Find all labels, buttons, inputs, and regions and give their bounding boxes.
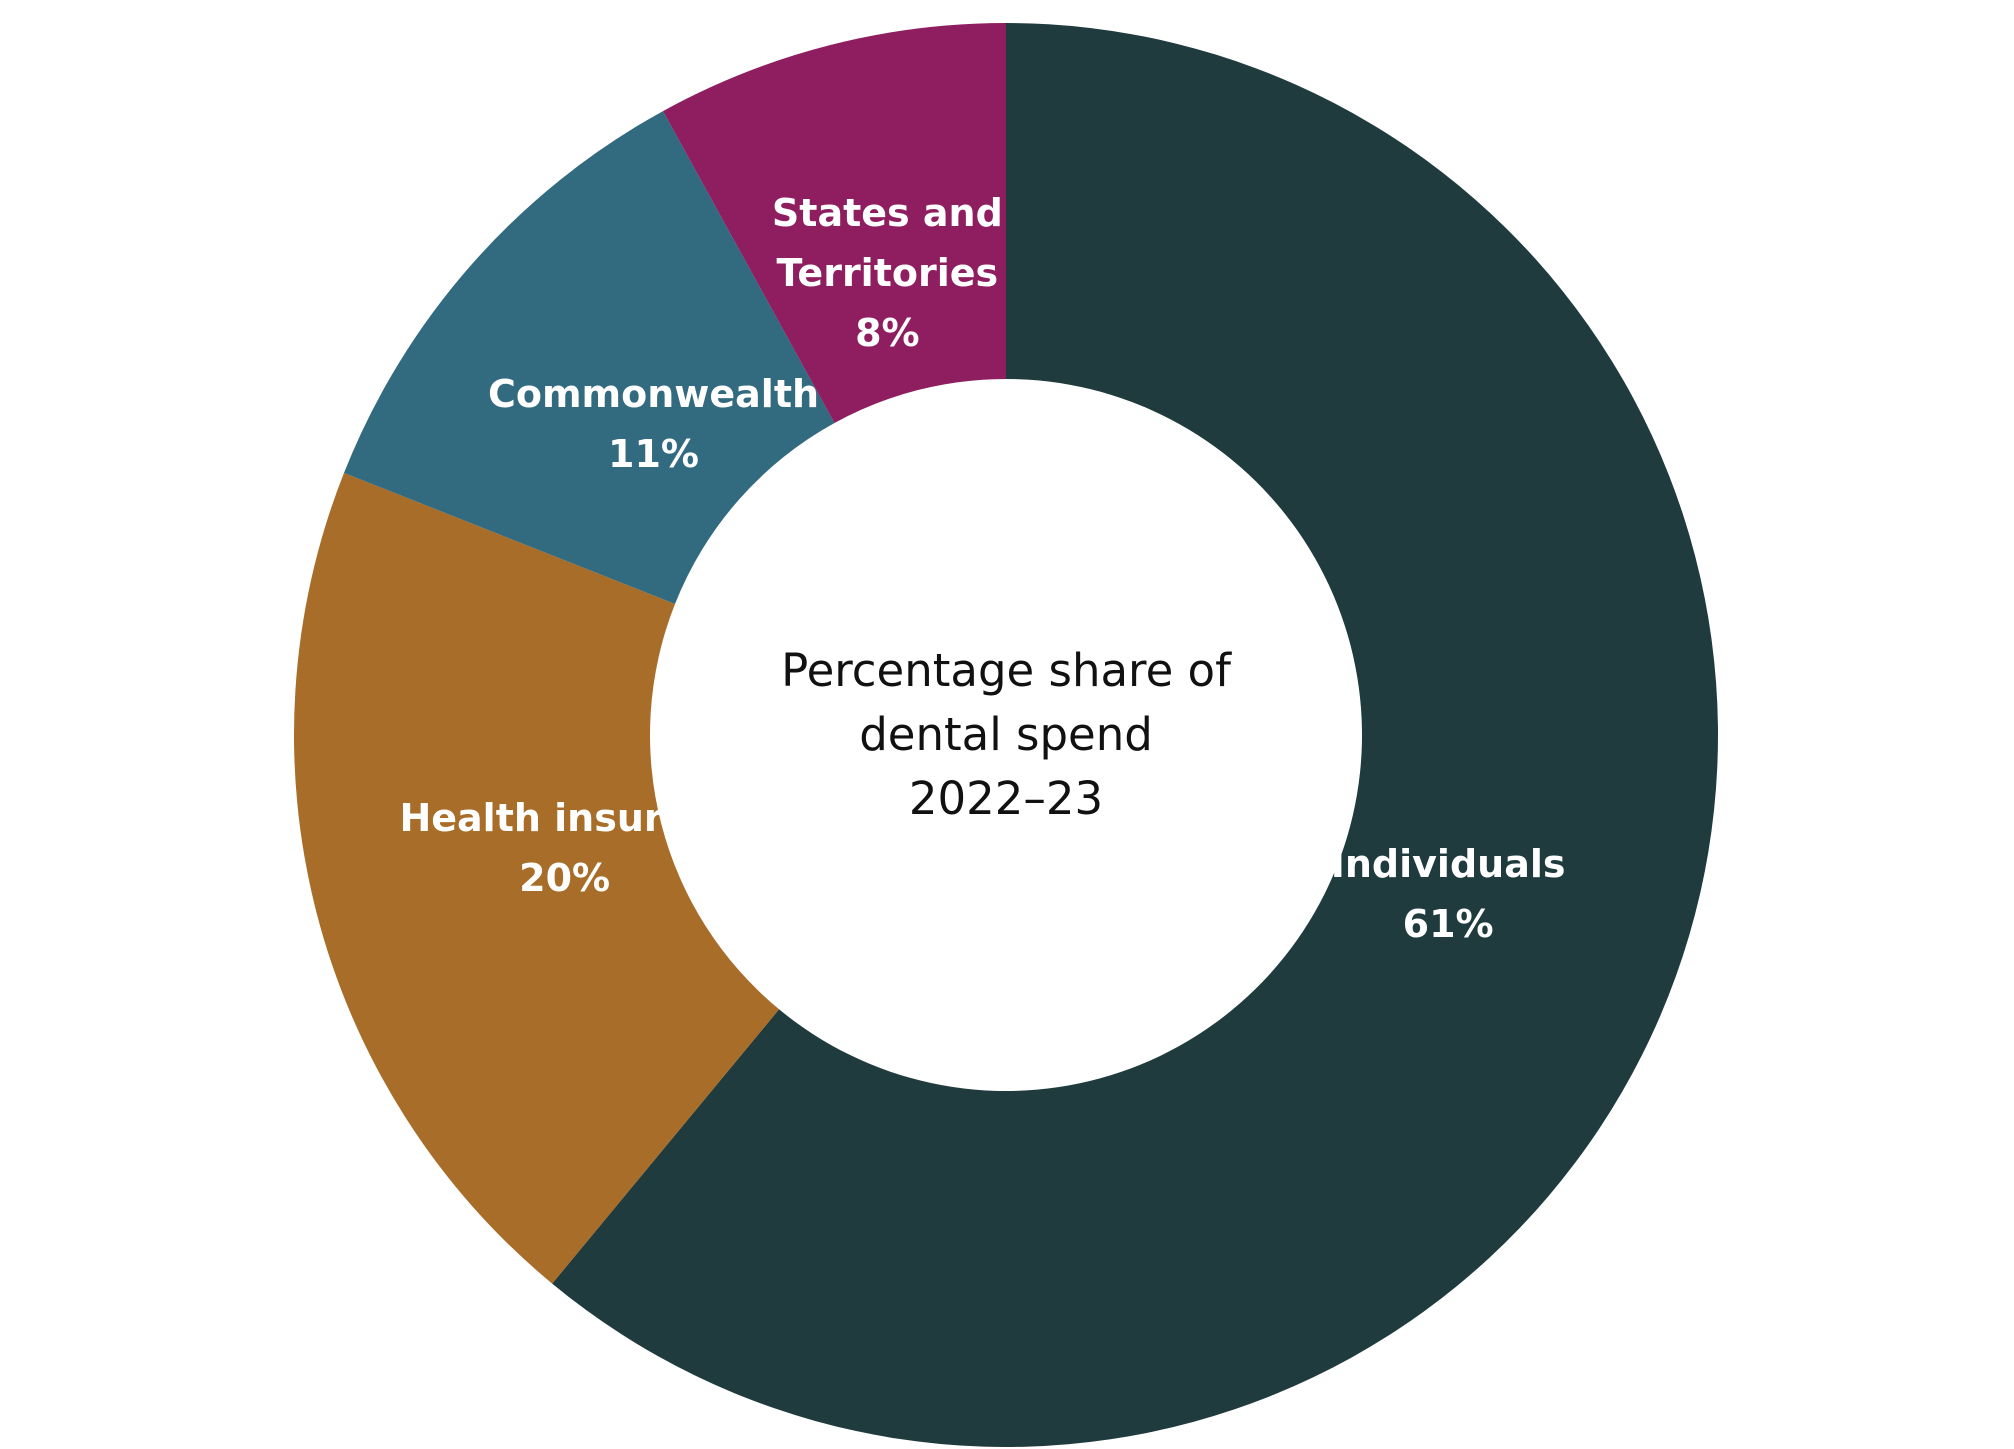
slice-value: 8%	[855, 310, 920, 355]
slice-label-states-and-territories: States and Territories 8%	[772, 183, 1003, 363]
slice-name-line-2: Territories	[776, 250, 999, 295]
chart-title-line-3: 2022–23	[908, 772, 1104, 825]
slice-name: Individuals	[1330, 842, 1566, 887]
slice-health-insurers	[294, 472, 780, 1284]
slice-individuals	[552, 23, 1719, 1447]
slice-label-health-insurers: Health insurers 20%	[399, 788, 729, 908]
slice-name: Health insurers	[399, 796, 730, 841]
slice-value: 11%	[608, 432, 699, 477]
slice-label-individuals: Individuals 61%	[1331, 834, 1566, 954]
chart-title-line-2: dental spend	[859, 708, 1153, 761]
slice-commonwealth	[343, 111, 835, 604]
slice-label-commonwealth: Commonwealth 11%	[488, 364, 819, 484]
slice-name: Commonwealth	[487, 372, 820, 417]
chart-title-line-1: Percentage share of	[781, 644, 1231, 697]
slice-name-line-1: States and	[771, 190, 1003, 235]
slice-value: 20%	[519, 856, 611, 901]
slice-states-and-territories	[662, 23, 1006, 424]
slice-value: 61%	[1402, 902, 1494, 947]
chart-title: Percentage share of dental spend 2022–23	[726, 639, 1286, 831]
